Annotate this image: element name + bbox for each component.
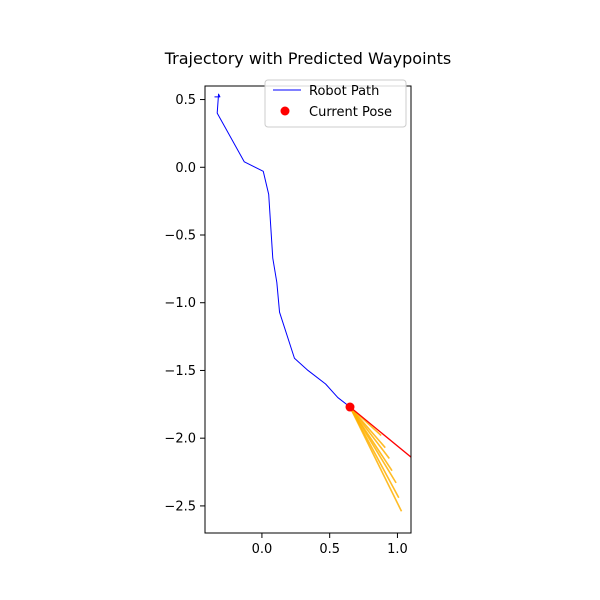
x-tick-label-0: 0.0 bbox=[252, 542, 273, 557]
y-tick-label-0: 0.5 bbox=[175, 93, 196, 108]
current-pose-marker bbox=[345, 402, 355, 412]
y-tick-label-6: −2.5 bbox=[164, 499, 196, 514]
y-tick-label-3: −1.0 bbox=[164, 296, 196, 311]
y-tick-label-4: −1.5 bbox=[164, 364, 196, 379]
legend-current-pose-label: Current Pose bbox=[309, 105, 392, 120]
axis-ticks: 0.0 0.5 1.0 0.5 0.0 −0.5 −1.0 −1.5 −2.0 −2.5 bbox=[164, 93, 407, 557]
y-tick-label-5: −2.0 bbox=[164, 432, 196, 447]
legend-current-pose-swatch bbox=[280, 106, 290, 116]
x-tick-label-1: 0.5 bbox=[319, 542, 340, 557]
legend-box bbox=[264, 79, 407, 128]
axes-frame bbox=[204, 85, 412, 534]
y-tick-label-1: 0.0 bbox=[175, 161, 196, 176]
chart-title: Trajectory with Predicted Waypoints bbox=[164, 49, 452, 68]
x-tick-label-2: 1.0 bbox=[387, 542, 408, 557]
heading-line bbox=[349, 406, 411, 458]
predicted-waypoint-ray-6 bbox=[349, 406, 403, 512]
plot-area bbox=[214, 93, 411, 512]
legend-robot-path-label: Robot Path bbox=[309, 84, 379, 99]
y-tick-label-2: −0.5 bbox=[164, 229, 196, 244]
legend: Robot Path Current Pose bbox=[264, 79, 407, 128]
robot-path-line bbox=[214, 93, 352, 409]
